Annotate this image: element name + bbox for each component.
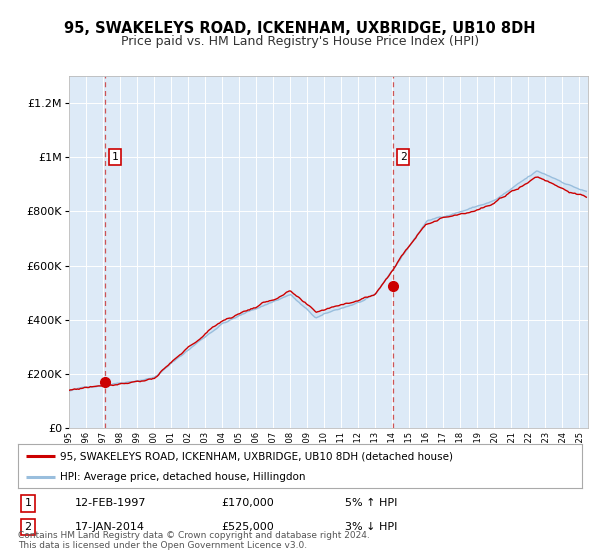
Text: 95, SWAKELEYS ROAD, ICKENHAM, UXBRIDGE, UB10 8DH (detached house): 95, SWAKELEYS ROAD, ICKENHAM, UXBRIDGE, …	[60, 451, 454, 461]
Text: Contains HM Land Registry data © Crown copyright and database right 2024.
This d: Contains HM Land Registry data © Crown c…	[18, 530, 370, 550]
Text: £525,000: £525,000	[221, 522, 274, 532]
Text: 12-FEB-1997: 12-FEB-1997	[74, 498, 146, 508]
Text: 95, SWAKELEYS ROAD, ICKENHAM, UXBRIDGE, UB10 8DH: 95, SWAKELEYS ROAD, ICKENHAM, UXBRIDGE, …	[64, 21, 536, 36]
Text: 1: 1	[25, 498, 32, 508]
Text: 5% ↑ HPI: 5% ↑ HPI	[345, 498, 397, 508]
Text: 2: 2	[25, 522, 32, 532]
Text: £170,000: £170,000	[221, 498, 274, 508]
Text: 1: 1	[112, 152, 118, 162]
Text: HPI: Average price, detached house, Hillingdon: HPI: Average price, detached house, Hill…	[60, 472, 306, 482]
Text: 17-JAN-2014: 17-JAN-2014	[74, 522, 145, 532]
Text: 3% ↓ HPI: 3% ↓ HPI	[345, 522, 397, 532]
Text: Price paid vs. HM Land Registry's House Price Index (HPI): Price paid vs. HM Land Registry's House …	[121, 35, 479, 48]
Text: 2: 2	[400, 152, 407, 162]
